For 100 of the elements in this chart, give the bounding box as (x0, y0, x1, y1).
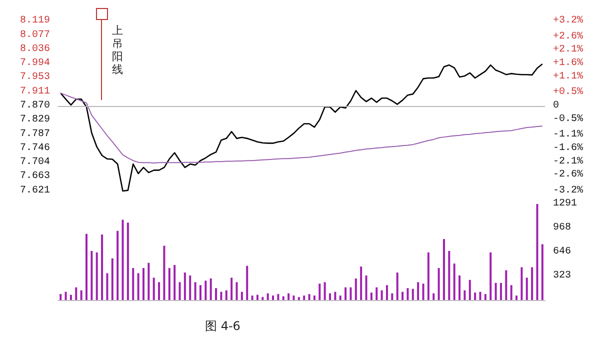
bar (101, 234, 104, 300)
bar (106, 273, 108, 300)
bar (178, 282, 181, 300)
bar (396, 272, 398, 300)
y2-tick-label: -1.6% (553, 143, 584, 154)
bar (324, 282, 326, 300)
bar (370, 292, 372, 300)
bar (230, 278, 233, 300)
bar (422, 284, 424, 300)
y-tick-label: 8.036 (20, 44, 50, 55)
y2-tick-label: -2.1% (553, 156, 584, 168)
bar (494, 282, 497, 300)
bar (427, 252, 430, 300)
y2-tick-label: +1.1% (553, 71, 584, 82)
bar (328, 293, 331, 300)
y-tick-label: 646 (553, 246, 572, 258)
bar (90, 250, 93, 300)
y-tick-label: 7.953 (20, 72, 50, 84)
bar (266, 293, 269, 300)
bar (412, 288, 414, 300)
bar (380, 290, 383, 300)
bar (64, 292, 67, 300)
bar (168, 268, 170, 300)
bar (510, 285, 512, 300)
bar (189, 275, 192, 300)
bar (350, 287, 352, 300)
y2-tick-label: +2.6% (553, 31, 584, 42)
bar (453, 264, 456, 300)
bar (474, 292, 476, 300)
bar (500, 282, 502, 300)
caption: 图 4-6 (205, 318, 240, 335)
bar (334, 292, 336, 300)
bar (137, 273, 140, 300)
bar (282, 296, 284, 300)
y-tick-label: 7.911 (20, 86, 50, 98)
bar (376, 287, 378, 300)
bar (158, 282, 160, 300)
bar (174, 265, 176, 300)
bar (96, 252, 98, 300)
bar (541, 244, 544, 300)
y-tick-label: 7.870 (20, 100, 50, 112)
bar (479, 292, 482, 300)
bar (536, 204, 538, 300)
bar (204, 280, 207, 300)
bar (163, 246, 166, 300)
y-tick-label: 7.704 (20, 157, 50, 168)
bar (292, 296, 295, 300)
y-tick-label: 323 (553, 270, 572, 282)
y2-tick-label: +3.2% (553, 16, 584, 26)
y-tick-label: 7.746 (20, 142, 50, 154)
bar (458, 275, 461, 300)
y2-tick-label: -0.5% (553, 114, 584, 125)
bar (484, 294, 486, 300)
bar (339, 296, 342, 300)
bar (468, 280, 471, 300)
y2-tick-label: -1.1% (553, 130, 584, 141)
bar (210, 278, 212, 300)
y-tick-label: 7.829 (20, 114, 50, 126)
bar (406, 288, 409, 300)
y-tick-label: 1291 (553, 198, 578, 210)
y-tick-label: 8.077 (20, 30, 50, 41)
bar (386, 285, 388, 300)
bar (391, 293, 394, 300)
bar (236, 282, 238, 300)
line-series (60, 92, 543, 164)
y-tick-label: 968 (553, 222, 572, 234)
bar (142, 268, 144, 300)
bar (505, 270, 508, 300)
bar (438, 268, 440, 300)
y2-tick-label: -3.2% (553, 186, 584, 196)
bar (70, 294, 72, 300)
y-tick-label: 8.119 (20, 16, 50, 26)
bar (318, 284, 321, 300)
y-tick-label: 7.663 (20, 171, 50, 182)
bar (199, 285, 202, 300)
bar (152, 278, 155, 300)
bar (288, 293, 290, 300)
bar (277, 294, 280, 300)
line-series (60, 63, 544, 192)
bar (215, 288, 218, 300)
y-tick-label: 7.787 (20, 128, 50, 140)
y2-tick-label: +1.6% (553, 58, 584, 69)
bar (132, 268, 134, 300)
bar (60, 294, 62, 300)
bar (256, 294, 258, 300)
bar (225, 290, 228, 300)
bar (148, 262, 150, 300)
y-tick-label: 7.994 (20, 58, 50, 70)
bar (122, 220, 124, 300)
y2-tick-label: +2.1% (553, 44, 584, 56)
bar (432, 293, 435, 300)
y2-tick-label: -2.6% (553, 170, 584, 181)
bar (111, 258, 114, 300)
bar (116, 230, 119, 300)
bar (75, 287, 78, 300)
bar (490, 252, 492, 300)
bar (240, 292, 243, 300)
bar (272, 296, 274, 300)
bar (298, 297, 300, 300)
bar (184, 272, 186, 300)
